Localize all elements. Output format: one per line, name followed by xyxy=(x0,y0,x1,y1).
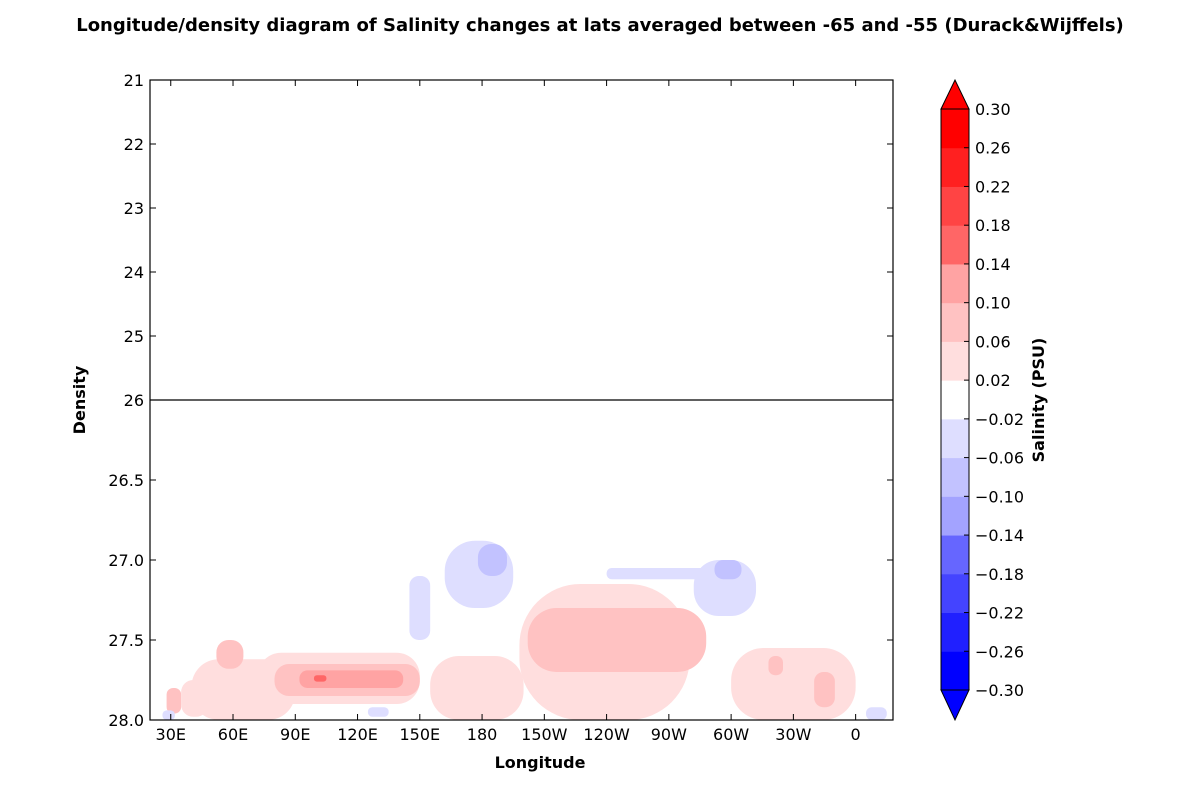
salinity-region xyxy=(606,568,721,580)
salinity-region xyxy=(477,544,507,576)
colorbar-swatch xyxy=(941,225,969,265)
colorbar-swatch xyxy=(941,457,969,497)
y-axis-label: Density xyxy=(70,365,89,434)
colorbar-tick-label: −0.22 xyxy=(975,604,1024,623)
colorbar-tick-label: 0.22 xyxy=(975,177,1011,196)
colorbar-tick-label: 0.30 xyxy=(975,100,1011,119)
x-tick-label: 60E xyxy=(218,725,248,744)
colorbar-tick-label: −0.10 xyxy=(975,487,1024,506)
colorbar-tick-label: 0.02 xyxy=(975,371,1011,390)
salinity-region xyxy=(313,675,327,682)
y-tick-label: 24 xyxy=(124,263,144,282)
colorbar-tick-label: 0.14 xyxy=(975,255,1011,274)
colorbar-tick-label: −0.14 xyxy=(975,526,1024,545)
y-tick-label: 22 xyxy=(124,135,144,154)
colorbar-frame xyxy=(940,108,970,691)
colorbar-swatch xyxy=(941,109,969,149)
x-tick-label: 60W xyxy=(713,725,749,744)
y-tick-label: 27.0 xyxy=(108,551,144,570)
y-tick-label: 21 xyxy=(124,71,144,90)
colorbar-swatch xyxy=(941,302,969,342)
x-ticks: 30E 60E 90E 120E 150E 180 150W 120W 90W 60W 30W 0 xyxy=(156,80,861,744)
colorbar-tick-label: 0.10 xyxy=(975,294,1011,313)
colorbar-swatch xyxy=(941,612,969,652)
salinity-field xyxy=(162,540,887,720)
colorbar-swatch xyxy=(941,186,969,226)
colorbar-tick-label: −0.02 xyxy=(975,410,1024,429)
colorbar-swatch xyxy=(941,380,969,420)
plot-area: 21 22 23 24 25 26 26.5 27.0 27.5 28.0 30E 60E 90E 1… xyxy=(108,71,894,744)
salinity-region xyxy=(409,576,431,640)
colorbar-swatch xyxy=(941,496,969,536)
lower-y-ticks: 26.5 27.0 27.5 28.0 xyxy=(108,471,893,730)
salinity-region xyxy=(814,672,835,708)
x-tick-label: 120W xyxy=(583,725,630,744)
x-tick-label: 30E xyxy=(156,725,186,744)
salinity-region xyxy=(162,710,175,720)
x-tick-label: 150E xyxy=(399,725,440,744)
colorbar-swatch xyxy=(941,418,969,459)
salinity-region xyxy=(768,656,784,676)
upper-y-ticks: 21 22 23 24 25 26 xyxy=(124,71,893,410)
colorbar-tick-label: 0.18 xyxy=(975,216,1011,235)
colorbar-swatch xyxy=(941,573,969,614)
salinity-region xyxy=(866,707,887,720)
colorbar: 0.30 0.26 0.22 0.18 0.14 0.10 0.06 0.02 −0.02 −0.… xyxy=(940,78,1048,722)
colorbar-swatch xyxy=(941,147,969,187)
y-tick-label: 23 xyxy=(124,199,144,218)
x-tick-label: 0 xyxy=(851,725,861,744)
colorbar-swatches xyxy=(940,78,970,722)
colorbar-swatch xyxy=(941,535,969,575)
colorbar-swatch xyxy=(941,651,969,691)
colorbar-extend-top xyxy=(940,78,970,110)
x-tick-label: 180 xyxy=(467,725,498,744)
salinity-region xyxy=(714,560,742,580)
colorbar-tick-label: −0.30 xyxy=(975,681,1024,700)
colorbar-tick-label: −0.26 xyxy=(975,642,1024,661)
salinity-region xyxy=(216,640,244,669)
x-tick-label: 90W xyxy=(651,725,687,744)
x-axis-label: Longitude xyxy=(495,753,586,772)
colorbar-swatch xyxy=(941,263,969,304)
y-tick-label: 27.5 xyxy=(108,631,144,650)
colorbar-label: Salinity (PSU) xyxy=(1029,338,1048,463)
chart-title: Longitude/density diagram of Salinity ch… xyxy=(76,15,1124,36)
salinity-region xyxy=(166,688,182,714)
colorbar-tick-label: 0.06 xyxy=(975,332,1011,351)
colorbar-ticks: 0.30 0.26 0.22 0.18 0.14 0.10 0.06 0.02 −0.02 −0.… xyxy=(964,100,1024,700)
y-tick-label: 26 xyxy=(124,391,144,410)
salinity-region xyxy=(731,648,856,720)
x-tick-label: 90E xyxy=(280,725,310,744)
y-tick-label: 28.0 xyxy=(108,711,144,730)
salinity-region xyxy=(299,670,404,688)
x-tick-label: 150W xyxy=(521,725,568,744)
colorbar-tick-label: −0.18 xyxy=(975,565,1024,584)
x-tick-label: 30W xyxy=(775,725,811,744)
colorbar-swatch xyxy=(941,341,969,381)
colorbar-extend-bottom xyxy=(940,689,970,722)
colorbar-tick-label: 0.26 xyxy=(975,139,1011,158)
salinity-region xyxy=(527,608,707,672)
x-tick-label: 120E xyxy=(337,725,378,744)
y-tick-label: 25 xyxy=(124,327,144,346)
salinity-region xyxy=(367,707,389,717)
y-tick-label: 26.5 xyxy=(108,471,144,490)
salinity-region xyxy=(430,656,524,720)
colorbar-tick-label: −0.06 xyxy=(975,449,1024,468)
